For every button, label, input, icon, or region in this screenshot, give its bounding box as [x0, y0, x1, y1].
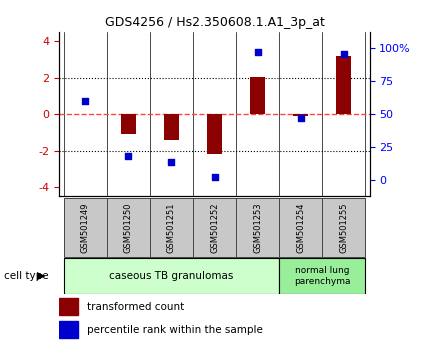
- Text: GSM501254: GSM501254: [296, 202, 305, 253]
- Text: caseous TB granulomas: caseous TB granulomas: [109, 271, 234, 281]
- Bar: [59, 321, 78, 338]
- Point: [82, 98, 89, 104]
- Bar: [164, 114, 179, 140]
- Bar: [293, 114, 308, 116]
- FancyBboxPatch shape: [279, 258, 365, 294]
- FancyBboxPatch shape: [279, 198, 322, 257]
- FancyBboxPatch shape: [64, 258, 279, 294]
- FancyBboxPatch shape: [64, 198, 107, 257]
- Title: GDS4256 / Hs2.350608.1.A1_3p_at: GDS4256 / Hs2.350608.1.A1_3p_at: [105, 16, 324, 29]
- Text: cell type: cell type: [4, 271, 49, 281]
- Text: normal lung
parenchyma: normal lung parenchyma: [294, 267, 350, 286]
- Text: GSM501251: GSM501251: [167, 202, 176, 253]
- Point: [340, 51, 347, 56]
- Text: percentile rank within the sample: percentile rank within the sample: [87, 325, 263, 335]
- FancyBboxPatch shape: [150, 198, 193, 257]
- Bar: [207, 114, 222, 154]
- Point: [254, 50, 261, 55]
- Text: GSM501250: GSM501250: [124, 202, 133, 253]
- Text: transformed count: transformed count: [87, 302, 184, 312]
- Point: [125, 154, 132, 159]
- Bar: [121, 114, 136, 134]
- Point: [168, 159, 175, 164]
- FancyBboxPatch shape: [107, 198, 150, 257]
- FancyBboxPatch shape: [322, 198, 365, 257]
- Bar: [250, 77, 265, 114]
- Text: GSM501249: GSM501249: [81, 202, 90, 253]
- Bar: [59, 298, 78, 314]
- Text: GSM501253: GSM501253: [253, 202, 262, 253]
- Text: GSM501255: GSM501255: [339, 202, 348, 253]
- FancyBboxPatch shape: [193, 198, 236, 257]
- Point: [297, 115, 304, 121]
- FancyBboxPatch shape: [236, 198, 279, 257]
- Text: ▶: ▶: [37, 271, 46, 281]
- Point: [211, 175, 218, 180]
- Bar: [336, 56, 351, 114]
- Text: GSM501252: GSM501252: [210, 202, 219, 253]
